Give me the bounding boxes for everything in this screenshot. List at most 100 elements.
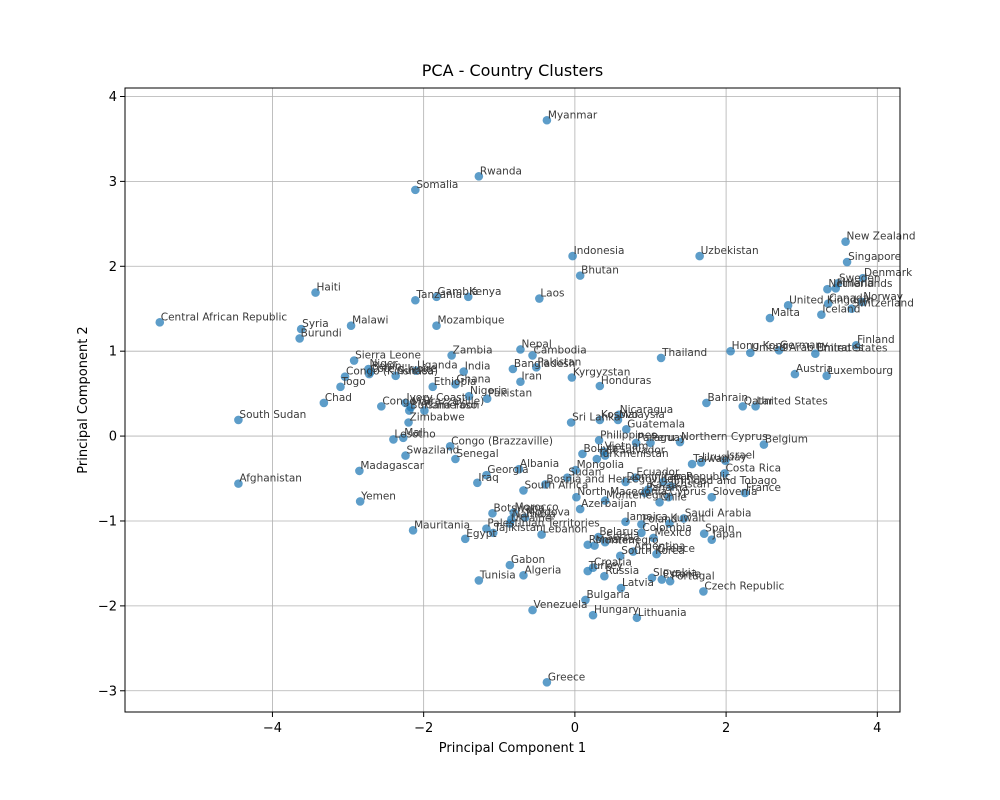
scatter-point — [632, 613, 642, 623]
scatter-point — [404, 418, 413, 427]
point-label: Northern Cyprus — [681, 431, 768, 443]
point-label: Sri Lanka — [572, 411, 621, 423]
scatter-point — [857, 297, 867, 307]
y-tick-label: 0 — [109, 430, 117, 445]
point-label: Tajikistan — [493, 522, 543, 534]
point-label: Togo — [340, 376, 365, 388]
point-label: Austria — [796, 363, 833, 375]
scatter-point — [687, 459, 697, 469]
point-label: Belarus — [599, 526, 638, 538]
scatter-point — [355, 466, 364, 476]
point-label: Slovenia — [713, 486, 758, 498]
point-label: Saudi Arabia — [685, 507, 752, 519]
point-label: Cameroon — [425, 400, 479, 412]
scatter-point — [646, 438, 655, 448]
scatter-point — [745, 348, 755, 358]
scatter-point — [721, 456, 730, 466]
scatter-point — [537, 530, 546, 539]
point-label: Kuwait — [670, 513, 705, 525]
scatter-point — [445, 441, 455, 451]
point-label: Mexico — [655, 527, 692, 539]
point-label: South Africa — [524, 479, 588, 491]
scatter-point — [595, 381, 605, 391]
point-label: Palestinian Territories — [487, 518, 599, 530]
scatter-point — [637, 520, 646, 529]
point-label: Jamaica — [626, 511, 668, 523]
point-label: Panama — [646, 482, 688, 494]
point-label: Nicaragua — [620, 404, 673, 416]
scatter-point — [657, 575, 667, 584]
scatter-point — [460, 534, 470, 544]
y-tick-label: 4 — [109, 90, 117, 105]
scatter-point — [765, 313, 775, 323]
point-label: Iraq — [478, 472, 499, 484]
point-label: Nepal — [521, 338, 551, 350]
scatter-point — [514, 464, 524, 474]
scatter-point — [406, 402, 416, 412]
point-label: India — [465, 361, 491, 373]
axis-ticks: −4 −2 0 2 4 −3 −2 −1 0 1 2 3 4 — [98, 90, 882, 736]
point-label: North Macedonia — [577, 486, 667, 498]
scatter-point — [592, 454, 602, 464]
scatter-point — [621, 424, 631, 434]
point-label: Zimbabwe — [410, 411, 465, 423]
plot-frame — [124, 87, 901, 713]
point-label: Ethiopia — [434, 376, 477, 388]
scatter-point — [451, 454, 460, 464]
scatter-point — [600, 496, 610, 505]
point-label: Congo (Kinshasa) — [346, 366, 438, 378]
point-label: Ivory Coast — [407, 392, 466, 404]
scatter-point — [296, 324, 306, 334]
scatter-point — [790, 369, 800, 379]
point-label: Ukraine — [511, 513, 552, 525]
point-label: Moldova — [526, 507, 570, 519]
point-label: Kenya — [469, 286, 501, 298]
point-label: Azerbaijan — [581, 498, 637, 510]
point-label: United States — [816, 343, 887, 355]
point-label: Sweden — [839, 272, 881, 284]
scatter-point — [541, 480, 550, 489]
scatter-point — [505, 519, 515, 528]
scatter-point — [411, 185, 420, 195]
scatter-point — [340, 372, 350, 381]
point-label: Burundi — [301, 327, 342, 339]
scatter-point — [699, 529, 709, 539]
point-label: Chad — [325, 392, 352, 404]
point-label: Uzbekistan — [701, 245, 759, 257]
scatter-point — [505, 560, 515, 570]
scatter-point — [666, 481, 676, 491]
point-label: Laos — [540, 288, 564, 300]
x-tick-label: −4 — [263, 721, 282, 736]
point-label: Cyprus — [670, 486, 707, 498]
point-label: Gambia — [438, 286, 479, 298]
y-axis-label: Principal Component 2 — [76, 326, 91, 473]
scatter-point — [377, 402, 386, 411]
scatter-point — [751, 402, 760, 411]
scatter-point — [621, 477, 630, 487]
scatter-point — [567, 373, 577, 382]
scatter-point — [464, 391, 474, 401]
scatter-point — [581, 595, 590, 605]
point-label: Iran — [521, 371, 542, 383]
scatter-point — [656, 353, 666, 363]
scatter-point — [391, 371, 400, 381]
point-label: Niger — [369, 358, 398, 370]
point-label: Bangladesh — [514, 358, 576, 370]
point-label: France — [746, 482, 781, 494]
scatter-point — [655, 498, 664, 507]
point-label: Slovakia — [653, 567, 697, 579]
scatter-point — [664, 492, 673, 502]
point-label: Estonia — [663, 569, 702, 581]
x-tick-label: 0 — [571, 721, 579, 736]
point-label: Nigeria — [470, 385, 508, 397]
point-label: Bolivia — [583, 443, 618, 455]
point-label: Haiti — [317, 282, 341, 294]
point-label: Congo (Brazzaville) — [451, 435, 553, 447]
point-label: Gabon — [511, 554, 545, 566]
point-label: Madagascar — [360, 460, 424, 472]
scatter-point — [665, 576, 675, 586]
point-label: Japan — [663, 471, 693, 483]
scatter-point — [542, 115, 552, 125]
point-label: Hungary — [594, 604, 639, 616]
scatter-point — [707, 492, 717, 502]
